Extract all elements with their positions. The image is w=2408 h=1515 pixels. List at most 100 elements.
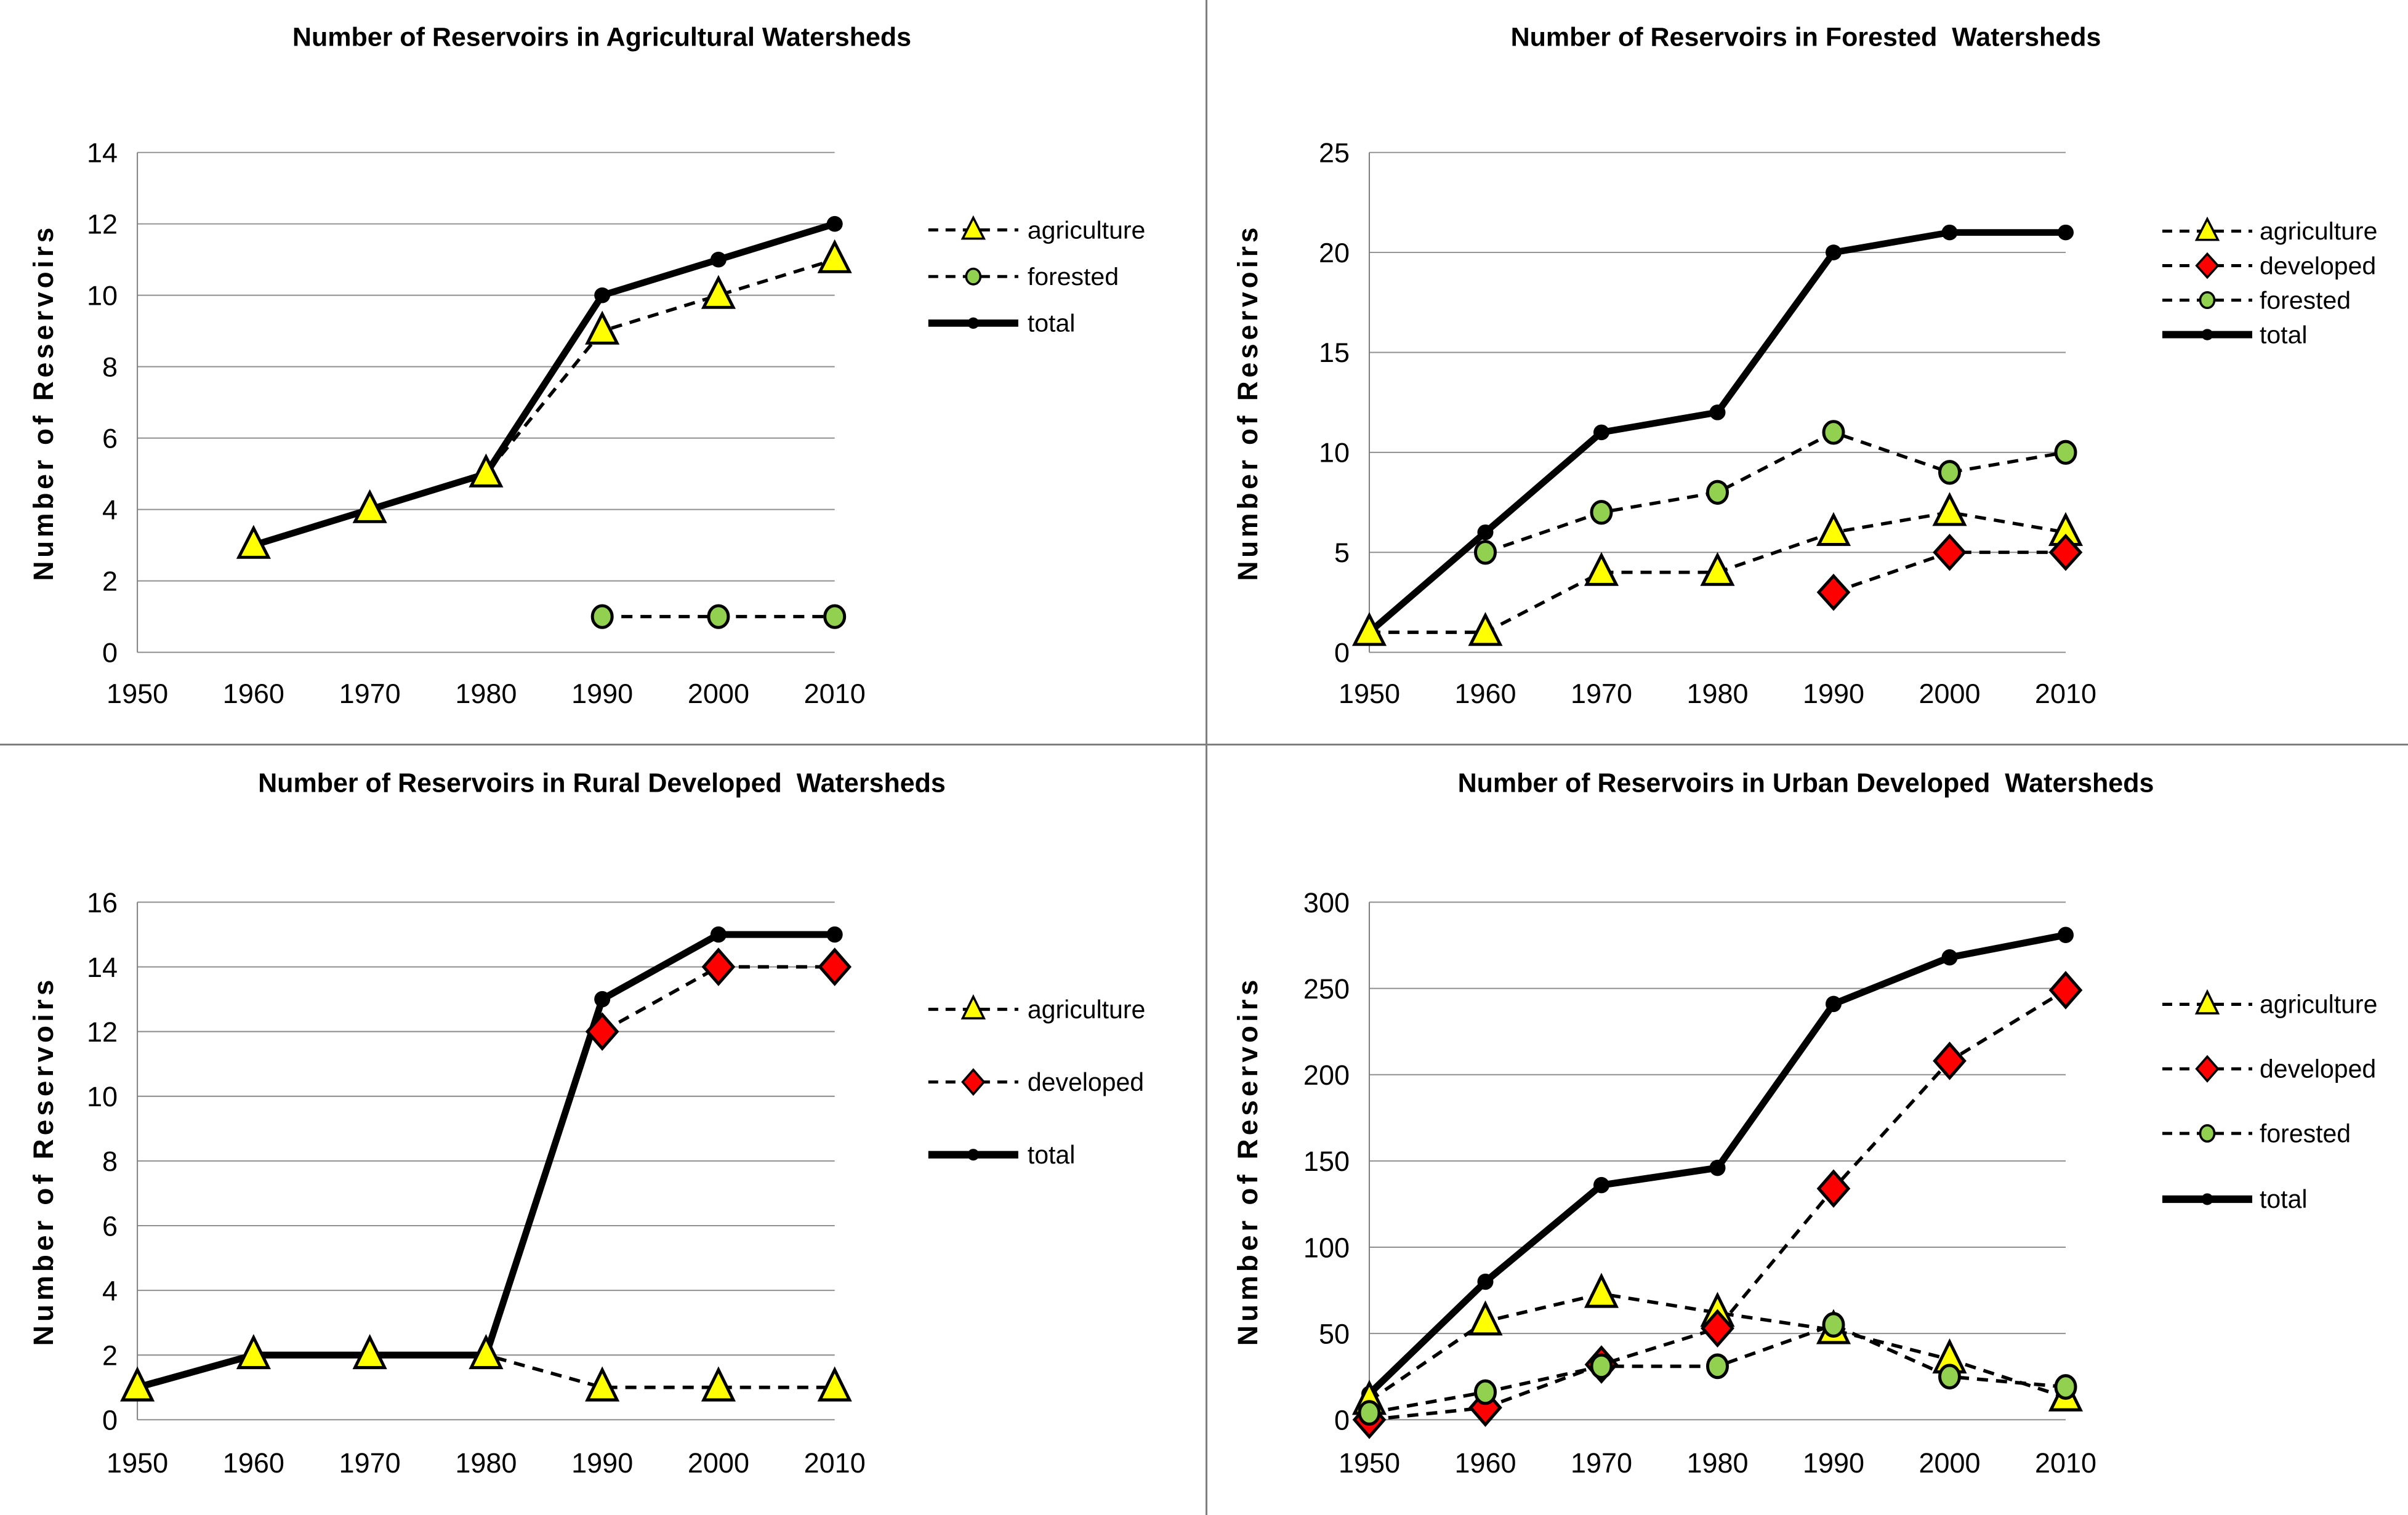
legend-triangle-icon [2194, 216, 2220, 241]
marker-forested [1938, 460, 1961, 485]
marker-agriculture [352, 489, 387, 523]
legend: agriculture developed forested total [2162, 216, 2377, 348]
marker-forested [1822, 1312, 1845, 1338]
y-tick-label: 10 [87, 281, 118, 311]
y-tick-label: 50 [1319, 1318, 1350, 1349]
y-tick-label: 250 [1303, 973, 1350, 1005]
y-tick-label: 5 [1334, 538, 1350, 568]
marker-total [1593, 1176, 1609, 1194]
x-tick-label: 1950 [1339, 1447, 1400, 1478]
series-line-agriculture [253, 258, 836, 547]
legend-label: developed [1028, 1068, 1144, 1096]
marker-forested [1474, 1379, 1497, 1405]
marker-forested [1358, 1400, 1381, 1426]
y-tick-label: 12 [87, 1016, 118, 1048]
marker-total [594, 287, 611, 303]
marker-agriculture [120, 1366, 155, 1402]
marker-agriculture [1816, 512, 1851, 546]
marker-agriculture [236, 524, 271, 559]
x-tick-label: 1980 [1686, 679, 1748, 709]
marker-forested [2054, 1374, 2077, 1400]
x-tick-label: 1950 [1339, 679, 1400, 709]
legend-label: agriculture [1028, 216, 1146, 244]
x-tick-label: 2000 [688, 1447, 749, 1478]
y-tick-label: 0 [1334, 1404, 1350, 1436]
series-forested [590, 604, 847, 629]
x-tick-label: 1960 [1454, 1447, 1516, 1478]
legend-diamond-icon [961, 1068, 986, 1096]
y-tick-label: 200 [1303, 1059, 1350, 1091]
y-tick-label: 150 [1303, 1146, 1350, 1177]
legend-dot-icon [967, 1149, 980, 1161]
marker-agriculture [469, 1333, 504, 1370]
legend-label: agriculture [2260, 217, 2377, 246]
marker-total [826, 215, 843, 232]
legend-item-developed: developed [2162, 252, 2376, 279]
marker-total [1826, 244, 1842, 260]
marker-agriculture [585, 310, 620, 345]
marker-forested [1590, 500, 1613, 525]
marker-forested [1822, 420, 1845, 445]
legend-item-total: total [928, 309, 1075, 337]
x-tick-label: 1980 [1686, 1447, 1748, 1478]
legend-circle-icon [2199, 1124, 2216, 1143]
y-axis-title: Number of Reservoirs [28, 976, 59, 1346]
legend-item-forested: forested [2162, 286, 2351, 315]
legend-label: total [2260, 1185, 2307, 1213]
legend-circle-icon [965, 267, 982, 286]
marker-forested [1706, 480, 1729, 505]
legend-label: forested [2260, 1119, 2351, 1147]
marker-total [1941, 949, 1958, 966]
x-tick-label: 2000 [688, 680, 749, 710]
x-tick-label: 1960 [223, 680, 284, 710]
legend-item-agriculture: agriculture [928, 994, 1145, 1024]
quadrant-urban-developed: Number of Reservoirs in Urban Developed … [1204, 744, 2408, 1515]
series-line-forested [1484, 430, 2066, 554]
series-total [1361, 224, 2074, 640]
marker-total [1593, 424, 1609, 441]
legend-diamond-icon [2195, 1055, 2220, 1083]
x-tick-label: 2010 [2035, 679, 2096, 709]
y-axis-title: Number of Reservoirs [1232, 976, 1263, 1346]
legend-dot-icon [967, 317, 980, 329]
legend-item-total: total [928, 1141, 1075, 1169]
legend-item-total: total [2162, 321, 2307, 348]
series-agriculture [236, 239, 852, 559]
marker-total [1477, 1273, 1494, 1290]
x-tick-label: 1970 [1571, 1447, 1632, 1478]
marker-agriculture [469, 453, 504, 488]
marker-developed [2048, 971, 2083, 1010]
legend-dot-icon [2201, 1193, 2213, 1205]
legend-label: developed [2260, 1055, 2376, 1083]
x-tick-label: 1980 [455, 1447, 517, 1478]
marker-agriculture [1700, 552, 1735, 586]
legend-item-agriculture: agriculture [2162, 216, 2377, 246]
marker-developed [1701, 1309, 1734, 1348]
marker-forested [823, 604, 847, 629]
y-tick-label: 4 [102, 496, 118, 526]
chart-agricultural-watersheds: Number of Reservoirs in Agricultural Wat… [29, 23, 1146, 709]
marker-forested [2054, 440, 2077, 465]
x-tick-label: 2010 [804, 1447, 866, 1478]
y-tick-label: 300 [1303, 886, 1350, 918]
x-tick-label: 2000 [1919, 1447, 1980, 1478]
marker-developed [1816, 573, 1851, 611]
y-tick-label: 8 [102, 1146, 118, 1177]
legend-triangle-icon [960, 215, 986, 240]
y-tick-label: 0 [102, 638, 118, 669]
legend-dot-icon [2201, 329, 2213, 340]
marker-agriculture [701, 275, 736, 309]
series-forested [1358, 1312, 2077, 1426]
marker-agriculture [817, 1366, 852, 1402]
legend-label: forested [2260, 286, 2351, 315]
y-tick-label: 2 [102, 1340, 118, 1371]
marker-developed [818, 947, 852, 986]
legend-triangle-icon [960, 994, 986, 1020]
quadrant-agricultural: Number of Reservoirs in Agricultural Wat… [0, 0, 1204, 744]
plot-area: 0 2 4 6 8 10 12 14 1950 1960 1970 1980 1990 2000 2010 [87, 139, 866, 709]
marker-total [710, 251, 727, 268]
series-developed [1816, 533, 2083, 611]
y-tick-label: 15 [1319, 339, 1350, 369]
legend-circle-icon [2199, 291, 2216, 310]
quadrant-divider-horizontal [0, 744, 2408, 745]
